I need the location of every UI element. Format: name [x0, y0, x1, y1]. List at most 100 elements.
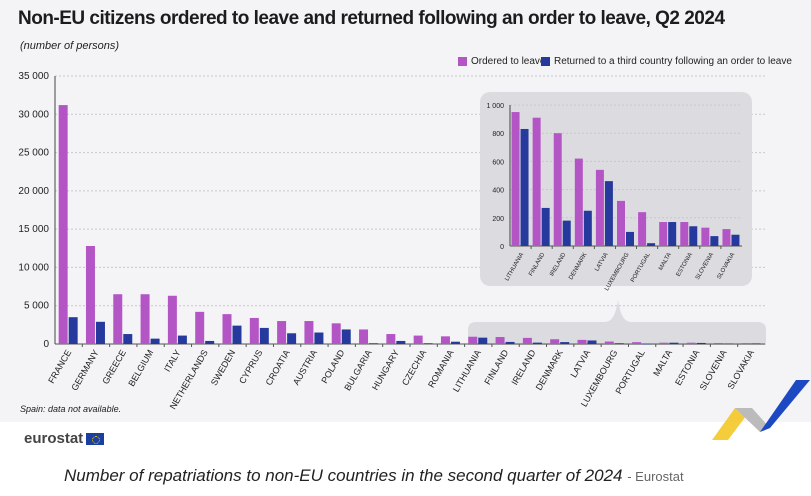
bar-returned: [369, 343, 379, 344]
bar-returned: [583, 210, 592, 246]
x-tick-label: ESTONIA: [673, 348, 701, 387]
bar-ordered: [617, 200, 625, 246]
x-tick-label: ITALY: [162, 348, 183, 374]
y-tick-label: 10 000: [18, 262, 49, 273]
bar-returned: [505, 341, 515, 344]
bar-returned: [562, 220, 571, 246]
y-tick-label: 15 000: [18, 224, 49, 235]
x-tick-label: HUNGARY: [370, 348, 401, 392]
bar-ordered: [686, 342, 696, 344]
bar-ordered: [714, 343, 724, 344]
bar-ordered: [167, 295, 177, 344]
footnote: Spain: data not available.: [20, 404, 122, 414]
bar-returned: [696, 342, 706, 344]
bar-chart: 0 5 000 10 000 15 000 20 000 25 000 30 000 35 0…: [18, 71, 766, 411]
bar-ordered: [386, 334, 396, 344]
bar-ordered: [331, 323, 341, 344]
bar-ordered: [468, 336, 478, 344]
bar-ordered: [222, 314, 232, 344]
bar-ordered: [511, 112, 520, 246]
bar-returned: [478, 337, 488, 344]
bar-returned: [560, 342, 570, 344]
bar-returned: [68, 317, 78, 344]
legend-ordered: Ordered to leave: [458, 56, 546, 67]
bar-ordered: [574, 158, 583, 246]
bar-ordered: [495, 337, 505, 344]
x-tick-label: SWEDEN: [209, 348, 237, 387]
y-tick-label: 0: [500, 244, 504, 251]
y-tick-label: 800: [492, 131, 504, 138]
bar-ordered: [532, 117, 541, 246]
bar-ordered: [195, 311, 205, 344]
bar-returned: [587, 340, 597, 344]
bar-returned: [259, 327, 269, 344]
y-tick-label: 30 000: [18, 109, 49, 120]
bar-returned: [710, 236, 719, 246]
x-tick-label: CZECHIA: [400, 348, 428, 387]
x-tick-label: SLOVAKIA: [725, 348, 756, 391]
y-tick-label: 35 000: [18, 71, 49, 82]
y-tick-label: 400: [492, 188, 504, 195]
bar-ordered: [701, 227, 710, 246]
bar-ordered: [85, 245, 95, 344]
eurostat-logo: eurostat: [24, 430, 105, 447]
bar-ordered: [550, 339, 560, 344]
bar-ordered: [359, 329, 369, 344]
bar-ordered: [113, 294, 123, 344]
bar-returned: [314, 332, 324, 344]
legend-label-ordered: Ordered to leave: [471, 56, 546, 67]
legend-label-returned: Returned to a third country following an…: [554, 56, 792, 67]
bar-returned: [541, 207, 550, 246]
bar-returned: [626, 231, 634, 246]
x-tick-label: AUSTRIA: [291, 348, 319, 387]
bar-ordered: [595, 169, 604, 246]
bar-returned: [205, 340, 215, 344]
bar-returned: [604, 181, 613, 246]
bar-returned: [532, 342, 542, 344]
x-tick-label: IRELAND: [509, 348, 537, 387]
bar-returned: [177, 335, 187, 344]
x-tick-label: FINLAND: [482, 348, 510, 387]
bar-returned: [287, 333, 297, 344]
legend-swatch-ordered: [458, 57, 467, 66]
x-tick-label: LATVIA: [568, 348, 592, 379]
chart-title: Non-EU citizens ordered to leave and ret…: [18, 8, 725, 29]
bar-ordered: [249, 317, 259, 344]
bar-ordered: [638, 212, 647, 246]
y-tick-label: 0: [43, 339, 49, 350]
bar-returned: [150, 338, 160, 344]
x-tick-label: POLAND: [319, 348, 346, 385]
chart-subtitle: (number of persons): [20, 40, 120, 52]
x-tick-label: LITHUANIA: [451, 348, 483, 394]
bar-ordered: [413, 335, 423, 344]
bar-ordered: [522, 337, 532, 344]
x-tick-label: CYPRUS: [237, 348, 264, 385]
bar-ordered: [659, 222, 668, 246]
bar-returned: [123, 334, 133, 344]
bar-ordered: [440, 336, 450, 344]
caption-text: Number of repatriations to non-EU countr…: [64, 466, 623, 485]
bar-returned: [724, 343, 734, 344]
y-tick-label: 600: [492, 159, 504, 166]
x-tick-label: DENMARK: [534, 348, 565, 392]
image-caption: Number of repatriations to non-EU countr…: [64, 466, 684, 486]
legend-swatch-returned: [541, 57, 550, 66]
bar-ordered: [659, 342, 669, 344]
bar-returned: [450, 341, 460, 344]
x-tick-label: CROATIA: [264, 348, 292, 387]
legend-returned: Returned to a third country following an…: [541, 56, 792, 67]
bar-returned: [689, 226, 698, 246]
y-tick-label: 200: [492, 216, 504, 223]
bar-ordered: [722, 229, 731, 246]
bar-returned: [647, 243, 656, 246]
logo-text: eurostat: [24, 430, 84, 447]
y-tick-label: 5 000: [24, 301, 49, 312]
bar-returned: [642, 343, 652, 345]
bar-ordered: [304, 321, 314, 344]
bar-ordered: [58, 105, 68, 345]
bar-returned: [614, 343, 624, 344]
x-tick-label: MALTA: [651, 348, 674, 378]
caption-source: - Eurostat: [627, 469, 684, 484]
bar-returned: [232, 325, 242, 344]
bar-ordered: [741, 343, 751, 344]
